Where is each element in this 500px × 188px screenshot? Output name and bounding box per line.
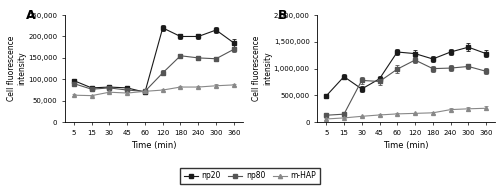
X-axis label: Time (min): Time (min) (384, 141, 429, 150)
Y-axis label: Cell fluorescence
intensity: Cell fluorescence intensity (6, 36, 26, 101)
Text: B: B (278, 9, 287, 22)
Legend: np20, np80, m-HAP: np20, np80, m-HAP (180, 168, 320, 184)
Text: A: A (26, 9, 36, 22)
Y-axis label: Cell fluorescence
intensity: Cell fluorescence intensity (252, 36, 272, 101)
X-axis label: Time (min): Time (min) (131, 141, 176, 150)
